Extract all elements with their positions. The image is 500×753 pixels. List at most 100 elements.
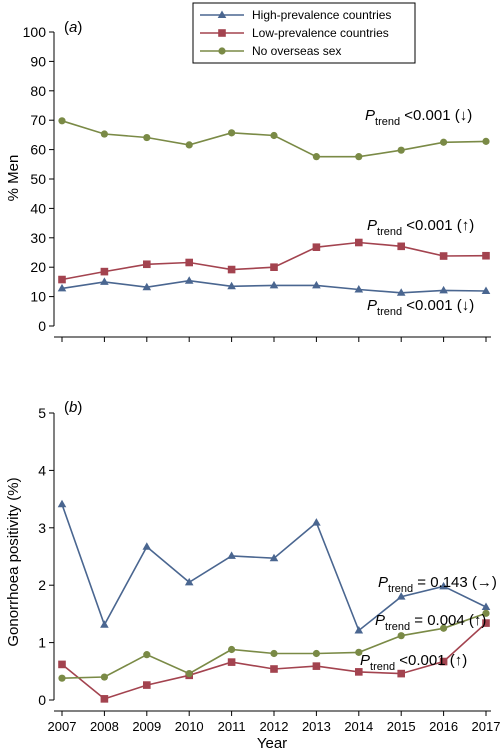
panel-1-annotation-0: Ptrend = 0.143 (→) <box>378 574 497 595</box>
panel-1-series-0-point <box>142 542 152 550</box>
panel-0-series-1-point <box>185 258 193 267</box>
panel-0-series-0-point <box>100 277 109 285</box>
panel-0-ytick-label: 50 <box>30 171 46 187</box>
panel-0-series-1-point <box>397 242 405 251</box>
panel-1-series-1-point <box>439 657 448 666</box>
panel-1-series-0-point <box>184 577 194 586</box>
panel-1-series-1-point <box>143 681 151 689</box>
legend-label: No overseas sex <box>252 44 341 58</box>
panel-0-series-1-point <box>312 243 321 252</box>
xtick-label: 2010 <box>175 719 204 734</box>
panel-1-series-2-point <box>397 632 405 640</box>
panel-1-series-2-point <box>355 648 363 656</box>
legend-marker <box>218 29 226 37</box>
panel-1-series-1-point <box>397 669 405 678</box>
panel-0-ytick-label: 90 <box>30 53 46 69</box>
panel-1-ytick-label: 1 <box>38 635 46 651</box>
panel-0-series-2-point <box>397 146 405 154</box>
panel-0-series-0-point <box>184 276 194 284</box>
panel-0-series-2-point <box>100 130 108 138</box>
legend-marker <box>218 47 226 55</box>
panel-0-annotation-2: Ptrend <0.001 (↓) <box>367 297 474 318</box>
panel-1-ytick-label: 5 <box>38 405 46 421</box>
panel-1-series-0-point <box>57 499 67 508</box>
xtick-label: 2009 <box>132 719 161 734</box>
panel-0-series-1-point <box>227 265 236 274</box>
panel-1-series-2-point <box>312 649 320 658</box>
panel-1-series-2-point <box>100 673 108 681</box>
legend-label: Low-prevalence countries <box>252 26 389 40</box>
panel-1-series-0-point <box>354 626 364 634</box>
xtick-label: 2012 <box>260 719 289 734</box>
panel-1-series-0-point <box>269 553 279 562</box>
panel-1-series-2-point <box>228 645 236 654</box>
panel-1-series-0-point <box>100 620 109 628</box>
panel-1-ytick-label: 0 <box>38 692 46 708</box>
panel-1-label: (b) <box>64 399 82 416</box>
panel-0-annotation-1: Ptrend <0.001 (↑) <box>367 217 474 238</box>
panel-0-series-line-1 <box>61 241 487 281</box>
xtick-label: 2016 <box>429 719 458 734</box>
panel-0-series-0-point <box>227 281 236 290</box>
panel-1-ytick-label: 3 <box>38 520 46 536</box>
panel-1-series-0-point <box>227 551 236 559</box>
panel-0-series-1-point <box>482 251 490 260</box>
xtick-label: 2015 <box>387 719 416 734</box>
legend-label: High-prevalence countries <box>252 8 391 22</box>
panel-0-ytick-label: 30 <box>30 230 46 246</box>
panel-0-series-2-point <box>228 129 236 137</box>
panel-0-series-0-point <box>481 286 491 295</box>
panel-0-ytick-label: 60 <box>30 142 46 158</box>
panel-0-series-0-point <box>269 280 279 289</box>
panel-0-ytick-label: 10 <box>30 289 46 305</box>
panel-0-series-0-point <box>57 283 67 292</box>
panel-1-ylabel: Gonorrhoea positivity (%) <box>5 477 22 646</box>
panel-1-series-0-point <box>439 581 448 590</box>
panel-0-series-0-point <box>312 280 321 289</box>
panel-0-series-2-point <box>312 153 320 161</box>
panel-0-ylabel: % Men <box>5 155 22 202</box>
panel-1-series-2-point <box>440 624 448 632</box>
panel-0-series-2-point <box>143 133 151 142</box>
panel-1-series-2-point <box>143 651 151 659</box>
panel-1-ytick-label: 2 <box>38 577 46 593</box>
panel-0-series-1-point <box>439 252 448 260</box>
panel-1-series-1-point <box>100 695 109 703</box>
panel-0-ytick-label: 70 <box>30 112 46 128</box>
panel-0-series-1-point <box>100 267 109 276</box>
panel-1-series-2-point <box>185 669 193 678</box>
panel-0-series-0-point <box>396 288 406 296</box>
axes-layer <box>49 31 491 716</box>
panel-0-series-0-point <box>142 282 152 291</box>
panel-1-series-1-point <box>482 619 490 627</box>
panel-0-ytick-label: 20 <box>30 259 46 275</box>
panel-1-series-2-point <box>58 674 66 682</box>
panel-1-series-1-point <box>312 662 321 670</box>
panel-0-series-2-point <box>185 141 193 149</box>
legend: High-prevalence countries Low-prevalence … <box>192 2 416 64</box>
panel-0-annotation-0: Ptrend <0.001 (↓) <box>365 107 472 128</box>
x-axis-title: Year <box>257 735 287 752</box>
panel-0-series-0-point <box>439 285 448 294</box>
panel-1-series-2-point <box>482 609 490 617</box>
xtick-label: 2017 <box>472 719 500 734</box>
xtick-label: 2008 <box>90 719 119 734</box>
panel-0-ytick-label: 100 <box>23 24 47 40</box>
xtick-label: 2011 <box>218 719 246 734</box>
panel-0-label: (a) <box>64 19 82 36</box>
panel-0-series-1-point <box>58 275 66 284</box>
panel-1-series-0-point <box>312 518 321 526</box>
panel-0-series-2-point <box>270 131 278 140</box>
panel-1-annotation-2: Ptrend <0.001 (↑) <box>360 652 467 673</box>
panel-0-series-0-point <box>354 285 364 293</box>
panel-1-annotation-1: Ptrend = 0.004 (↑) <box>375 612 486 633</box>
xtick-label: 2014 <box>344 719 373 734</box>
panel-0-series-2-point <box>355 153 363 161</box>
panel-1-series-2-point <box>270 649 278 658</box>
panel-0-series-1-point <box>143 260 151 269</box>
panel-1-series-1-point <box>270 665 278 673</box>
panel-1-series-1-point <box>227 658 236 666</box>
panel-0-series-2-point <box>440 138 448 146</box>
